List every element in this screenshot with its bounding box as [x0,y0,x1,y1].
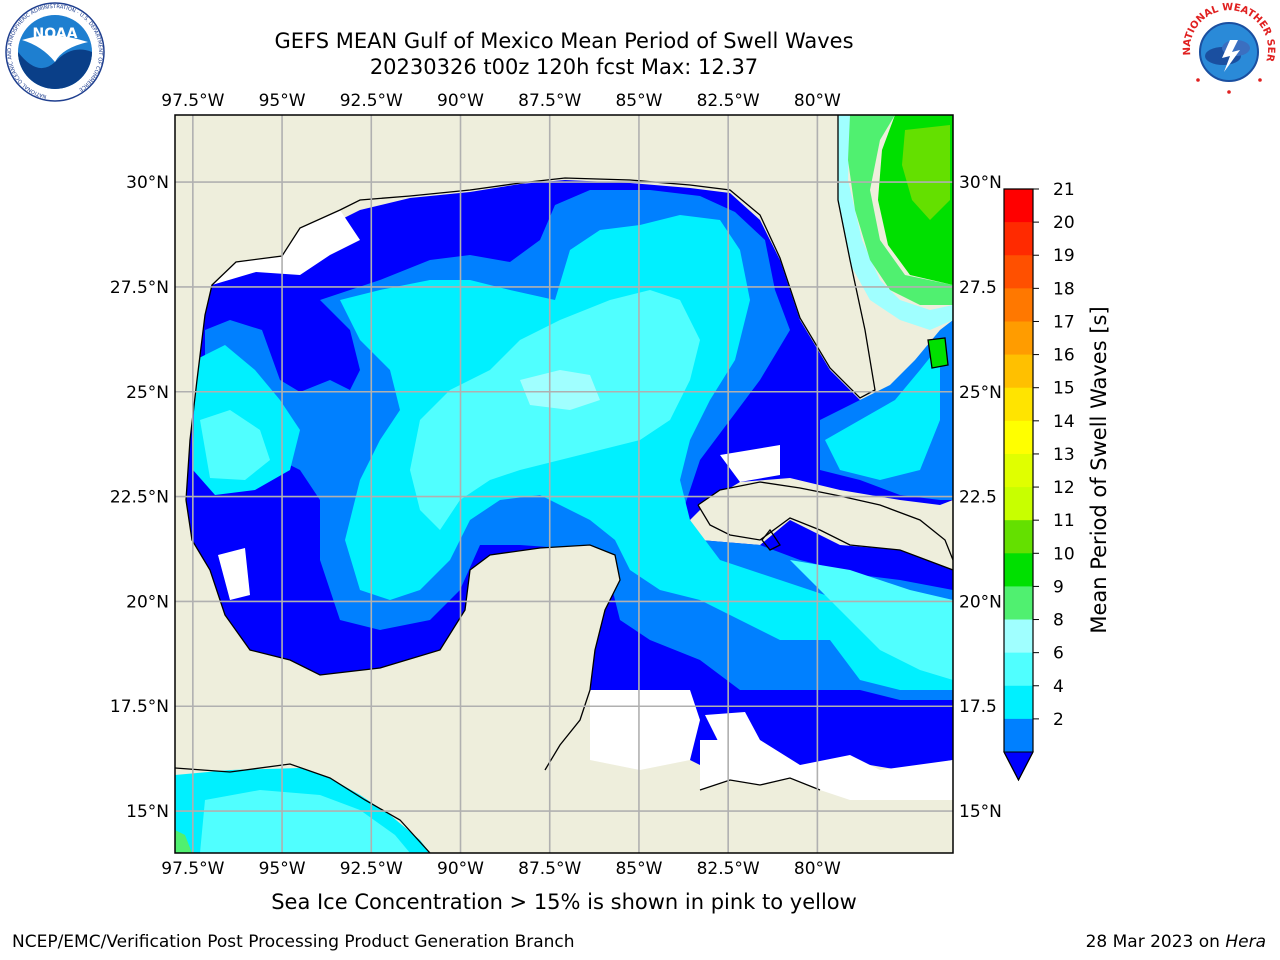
map-frame [174,114,954,854]
colorbar-tick-label: 2 [1053,710,1064,730]
lat-label-left: 20°N [126,592,169,612]
colorbar-swatch [1004,586,1033,621]
lon-label-bottom: 92.5°W [340,859,403,879]
lon-label-bottom: 97.5°W [161,859,224,879]
colorbar-swatch [1004,189,1033,223]
lon-label-top: 95°W [259,91,306,111]
atlantic-band-4-6s [825,345,940,480]
lat-label-left: 25°N [126,383,169,403]
lon-labels-top: 97.5°W 95°W 92.5°W 90°W 87.5°W 85°W 82.5°W 80°W [161,91,841,111]
map-subtitle: 20230326 t00z 120h fcst Max: 12.37 [369,55,759,79]
credit-host: Hera [1225,932,1266,952]
colorbar-frame [1003,188,1034,782]
colorbar-swatch [1004,718,1033,753]
atlantic-band-8-9s [838,115,953,330]
colorbar-tick-label: 8 [1053,611,1064,631]
lat-label-right: 17.5 [959,697,997,717]
colorbar-tick-label: 21 [1053,180,1075,200]
credit-branch: NCEP/EMC/Verification Post Processing Pr… [12,932,575,952]
lat-label-right: 25°N [959,383,1002,403]
colorbar-tick-label: 17 [1053,312,1075,332]
colorbar-label: Mean Period of Swell Waves [s] [1087,306,1111,633]
lat-label-right: 20°N [959,592,1002,612]
bahamas-band-10-11s [928,338,948,368]
sea-ice-note: Sea Ice Concentration > 15% is shown in … [271,890,857,914]
lat-label-left: 30°N [126,173,169,193]
lon-labels-bottom: 97.5°W 95°W 92.5°W 90°W 87.5°W 85°W 82.5°W 80°W [161,859,841,879]
colorbar-swatch [1004,619,1033,654]
band-6-8s [410,290,700,530]
colorbar-swatch [1004,453,1033,488]
lat-label-right: 15°N [959,802,1002,822]
lon-label-bottom: 87.5°W [518,859,581,879]
colorbar-tick-label: 9 [1053,577,1064,597]
gridlines [175,115,953,853]
lat-label-left: 17.5°N [110,697,169,717]
lon-label-top: 82.5°W [697,91,760,111]
colorbar-tick-label: 6 [1053,644,1064,664]
pacific-band-6-8s [200,790,410,853]
lat-label-right: 30°N [959,173,1002,193]
colorbar-swatch [1004,354,1033,389]
colorbar-extend-arrow [1003,751,1034,782]
colorbar-swatch [1004,520,1033,554]
lon-label-top: 87.5°W [518,91,581,111]
colorbar: 21 20 19 18 17 16 15 14 13 12 11 10 9 8 6 4 2 [1003,180,1075,782]
lon-label-bottom: 85°W [615,859,662,879]
lat-label-right: 22.5 [959,488,997,508]
lon-label-top: 97.5°W [161,91,224,111]
colorbar-tick-label: 4 [1053,677,1064,697]
lat-label-left: 22.5°N [110,488,169,508]
colorbar-tick-label: 14 [1053,412,1075,432]
lon-label-bottom: 82.5°W [697,859,760,879]
colorbar-tick-label: 19 [1053,246,1075,266]
lat-label-left: 27.5°N [110,278,169,298]
colorbar-swatch [1004,288,1033,322]
lon-label-top: 85°W [615,91,662,111]
map-area [175,115,953,853]
colorbar-swatch [1004,321,1033,356]
credit-date-text: 28 Mar 2023 on [1085,932,1226,952]
lon-label-bottom: 95°W [259,859,306,879]
lon-label-bottom: 90°W [437,859,484,879]
lat-labels-right: 30°N 27.5 25°N 22.5 20°N 17.5 15°N [959,173,1002,822]
colorbar-tick-label: 20 [1053,213,1075,233]
nws-logo: NATIONAL WEATHER SERVICE [1178,0,1276,97]
colorbar-tick-label: 10 [1053,544,1075,564]
colorbar-swatch [1004,652,1033,687]
band-6-8s-sw [200,410,270,480]
credit-date: 28 Mar 2023 on Hera [1086,932,1266,952]
colorbar-swatch [1004,387,1033,422]
map-title: GEFS MEAN Gulf of Mexico Mean Period of … [274,29,854,53]
colorbar-swatch [1004,420,1033,455]
colorbar-swatch [1004,255,1033,289]
colorbar-tick-label: 16 [1053,346,1075,366]
pacific-band-9-10s [175,830,192,853]
lat-labels-left: 30°N 27.5°N 25°N 22.5°N 20°N 17.5°N 15°N [110,173,169,822]
colorbar-swatch [1004,553,1033,587]
band-6-8s-caribbean [790,560,953,680]
lon-label-bottom: 80°W [794,859,841,879]
colorbar-tick-label: 11 [1053,511,1075,531]
colorbar-tick-label: 13 [1053,445,1075,465]
lon-label-top: 90°W [437,91,484,111]
colorbar-tick-label: 18 [1053,279,1075,299]
colorbar-swatch [1004,222,1033,256]
colorbar-tick-label: 12 [1053,478,1075,498]
band-8-9s [520,370,600,410]
lon-label-top: 92.5°W [340,91,403,111]
noaa-logo: NATIONAL OCEANIC AND ATMOSPHERIC ADMINIS… [5,2,105,102]
band-4-6s [340,215,953,690]
colorbar-swatch [1004,685,1033,720]
colorbar-swatch [1004,487,1033,521]
noaa-logo-text: NOAA [33,26,78,42]
colorbar-tick-label: 15 [1053,379,1075,399]
lon-label-top: 80°W [794,91,841,111]
atlantic-band-9-10s [848,115,953,305]
atlantic-band-11-12s [902,125,950,220]
lat-label-right: 27.5 [959,278,997,298]
lat-label-left: 15°N [126,802,169,822]
